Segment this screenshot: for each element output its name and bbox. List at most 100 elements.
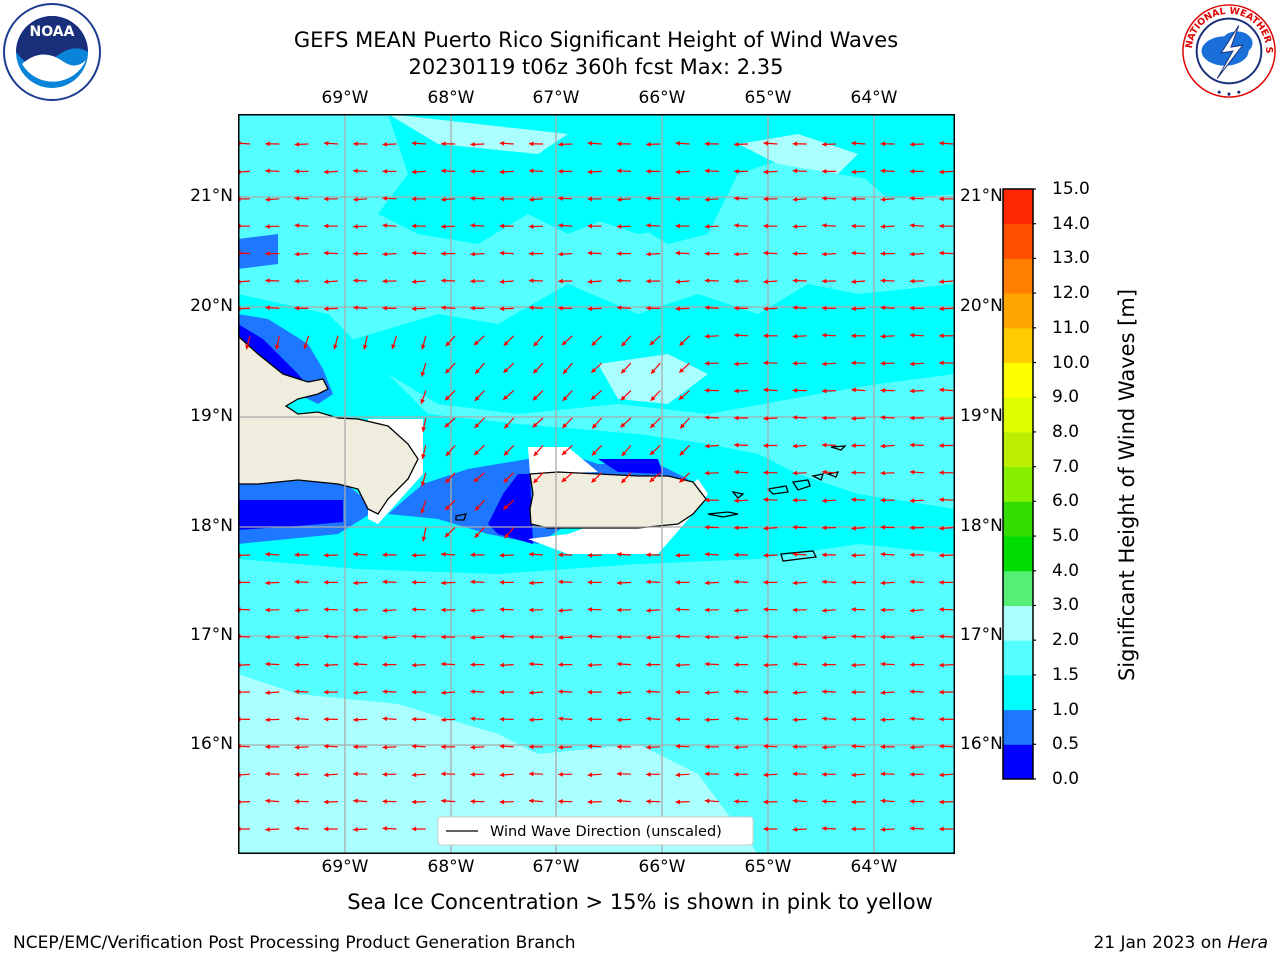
wave-direction-arrow xyxy=(909,799,924,804)
wave-direction-arrow xyxy=(792,388,807,393)
wave-direction-arrow xyxy=(822,169,836,174)
wave-direction-arrow xyxy=(734,799,749,804)
wave-direction-arrow xyxy=(420,390,427,405)
wave-direction-arrow xyxy=(470,196,485,201)
wave-direction-arrow xyxy=(675,169,690,175)
wave-direction-arrow xyxy=(441,690,456,696)
wave-direction-arrow xyxy=(353,251,368,256)
wave-direction-arrow xyxy=(503,472,515,483)
wave-direction-arrow xyxy=(821,826,837,831)
wave-direction-arrow xyxy=(734,689,749,695)
wave-direction-arrow xyxy=(939,470,954,476)
wave-direction-arrow xyxy=(499,689,514,695)
wave-direction-arrow xyxy=(391,335,398,350)
wave-direction-arrow xyxy=(704,744,719,750)
wave-direction-arrow xyxy=(441,224,456,229)
wave-direction-arrow xyxy=(646,689,661,695)
wave-direction-arrow xyxy=(528,690,544,696)
wave-direction-arrow xyxy=(909,196,924,201)
wave-direction-arrow xyxy=(821,552,837,558)
colorbar-segment xyxy=(1003,362,1033,398)
wave-direction-arrow xyxy=(265,305,280,311)
wave-direction-arrow xyxy=(821,332,837,338)
wave-direction-arrow xyxy=(939,799,954,805)
wave-direction-arrow xyxy=(591,444,603,456)
wave-direction-arrow xyxy=(792,827,807,832)
wave-direction-arrow xyxy=(763,443,778,448)
wave-direction-arrow xyxy=(558,771,573,777)
wave-direction-arrow xyxy=(265,661,280,667)
wave-direction-arrow xyxy=(909,332,924,338)
wave-direction-arrow xyxy=(528,580,544,586)
wave-direction-arrow xyxy=(909,442,924,448)
colorbar-segment xyxy=(1003,293,1033,329)
wave-direction-arrow xyxy=(679,472,690,483)
wind-wave-direction-arrows xyxy=(238,140,954,854)
wave-direction-arrow xyxy=(763,140,778,146)
wave-direction-arrow xyxy=(650,390,661,402)
wave-direction-arrow xyxy=(939,552,954,558)
wave-direction-arrow xyxy=(445,445,456,457)
wave-direction-arrow xyxy=(939,333,954,339)
wave-direction-arrow xyxy=(528,224,544,229)
wave-direction-arrow xyxy=(620,390,632,401)
wave-direction-arrow xyxy=(704,168,719,174)
run-date: 21 Jan 2023 on xyxy=(1093,933,1222,953)
wave-direction-arrow xyxy=(792,141,807,147)
wave-direction-arrow xyxy=(470,579,485,585)
wave-direction-arrow xyxy=(851,169,866,175)
wave-direction-arrow xyxy=(646,771,661,777)
wave-direction-arrow xyxy=(420,472,427,487)
wave-direction-arrow xyxy=(939,716,954,722)
colorbar-segment xyxy=(1003,189,1033,225)
wave-direction-arrow xyxy=(529,744,543,750)
wave-direction-arrow xyxy=(265,771,280,777)
wave-direction-arrow xyxy=(646,552,661,558)
wave-direction-arrow xyxy=(265,141,280,147)
wave-direction-arrow xyxy=(323,607,338,612)
wave-direction-arrow xyxy=(470,608,485,613)
wave-direction-arrow xyxy=(528,305,544,311)
wave-direction-arrow xyxy=(616,197,631,202)
wave-direction-arrow xyxy=(675,552,690,558)
wave-direction-arrow xyxy=(294,141,309,147)
wave-direction-arrow xyxy=(474,527,485,539)
wave-direction-arrow xyxy=(704,197,719,202)
wave-direction-arrow xyxy=(444,390,456,401)
wave-direction-arrow xyxy=(649,472,661,483)
wave-direction-arrow xyxy=(558,223,573,228)
wave-direction-arrow xyxy=(411,140,426,146)
wave-direction-arrow xyxy=(675,743,690,749)
wave-direction-arrow xyxy=(679,444,690,456)
wave-direction-arrow xyxy=(675,140,690,146)
wave-direction-arrow xyxy=(704,524,719,530)
wave-direction-arrow xyxy=(265,224,280,229)
wave-direction-arrow xyxy=(616,224,631,229)
wave-direction-arrow xyxy=(274,335,280,350)
wave-direction-arrow xyxy=(763,634,778,639)
wave-direction-arrow xyxy=(763,250,778,256)
wave-direction-arrow xyxy=(470,169,485,174)
wave-direction-arrow xyxy=(323,826,338,832)
wave-direction-arrow xyxy=(499,250,514,256)
colorbar-tick-label: 1.0 xyxy=(1052,699,1080,720)
wave-direction-arrow xyxy=(499,223,514,229)
wave-direction-arrow xyxy=(675,689,690,695)
wave-direction-arrow xyxy=(382,771,397,777)
wave-direction-arrow xyxy=(265,744,280,750)
wave-direction-arrow xyxy=(704,551,719,557)
wave-direction-arrow xyxy=(441,798,456,804)
wave-direction-arrow xyxy=(704,305,719,311)
colorbar-tick-label: 14.0 xyxy=(1052,213,1090,234)
noaa-logo: NOAA xyxy=(3,3,101,101)
wave-direction-arrow xyxy=(353,305,368,311)
wave-direction-arrow xyxy=(880,690,895,696)
wave-direction-arrow xyxy=(265,168,280,174)
wave-direction-arrow xyxy=(734,415,749,421)
wave-direction-arrow xyxy=(851,607,866,612)
wave-direction-arrow xyxy=(616,251,631,256)
wave-direction-arrow xyxy=(590,390,602,401)
wave-direction-arrow xyxy=(763,470,778,476)
wave-direction-arrow xyxy=(851,525,866,531)
wave-direction-arrow xyxy=(558,799,573,804)
